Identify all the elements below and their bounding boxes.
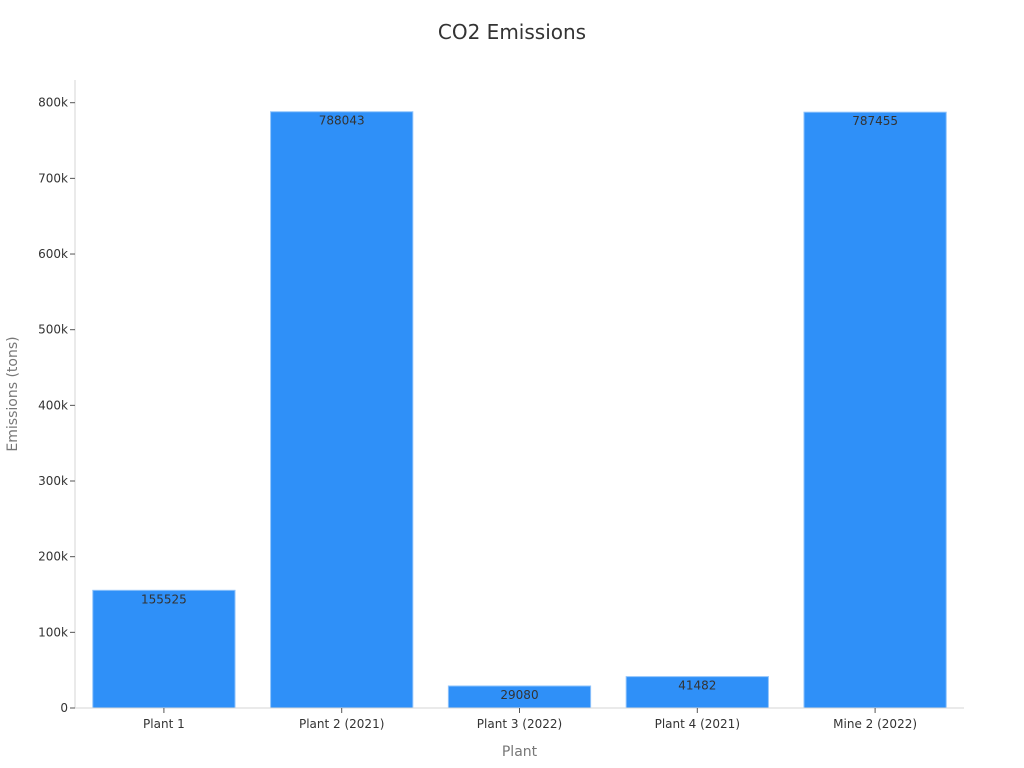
data-label: 787455 xyxy=(852,114,898,128)
x-axis-title: Plant xyxy=(502,744,538,760)
data-label: 29080 xyxy=(500,688,538,702)
y-tick-label: 800k xyxy=(38,96,68,110)
y-tick-label: 400k xyxy=(38,398,68,412)
data-label: 155525 xyxy=(141,592,187,606)
data-label: 788043 xyxy=(319,114,365,128)
y-tick-label: 100k xyxy=(38,625,68,639)
bar xyxy=(270,111,414,709)
bar xyxy=(803,111,947,709)
x-tick-label: Plant 2 (2021) xyxy=(299,717,384,731)
y-tick-label: 300k xyxy=(38,474,68,488)
bar xyxy=(92,589,236,709)
chart-title: CO2 Emissions xyxy=(437,20,587,44)
data-label: 41482 xyxy=(678,679,716,693)
y-tick-label: 600k xyxy=(38,247,68,261)
y-tick-label: 500k xyxy=(38,323,68,337)
x-tick-label: Plant 4 (2021) xyxy=(655,717,740,731)
y-tick-label: 700k xyxy=(38,171,68,185)
x-tick-label: Plant 1 xyxy=(143,717,185,731)
x-tick-label: Mine 2 (2022) xyxy=(833,717,917,731)
x-tick-label: Plant 3 (2022) xyxy=(477,717,562,731)
y-tick-label: 0 xyxy=(60,701,68,715)
y-tick-label: 200k xyxy=(38,550,68,564)
y-axis-title: Emissions (tons) xyxy=(5,336,21,451)
